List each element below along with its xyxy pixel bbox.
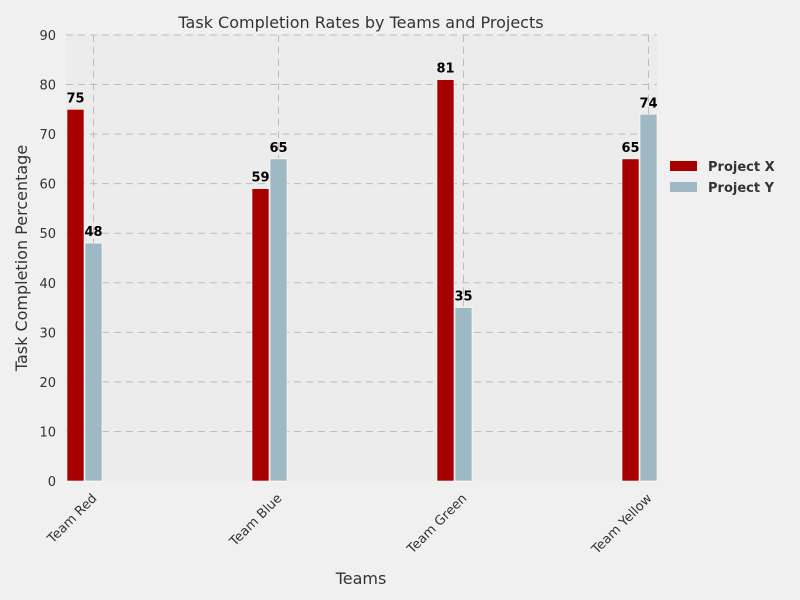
x-axis-label: Teams (335, 569, 387, 588)
legend-label: Project Y (708, 181, 775, 196)
legend-swatch (670, 182, 697, 192)
data-label: 75 (66, 91, 84, 106)
y-tick-label: 50 (39, 227, 56, 242)
data-label: 65 (269, 141, 287, 156)
data-label: 48 (84, 225, 102, 240)
y-tick-label: 10 (39, 425, 56, 440)
y-tick-label: 30 (39, 326, 56, 341)
bar-project-y-team-yellow (639, 113, 658, 482)
y-axis-ticks: 0 10 20 30 40 50 60 70 80 90 (39, 29, 56, 490)
y-tick-label: 40 (39, 277, 56, 292)
chart-title: Task Completion Rates by Teams and Proje… (177, 13, 543, 32)
data-label: 35 (454, 290, 472, 305)
legend: Project X Project Y (670, 160, 775, 196)
legend-label: Project X (708, 160, 775, 175)
bar-project-y-team-red (84, 242, 103, 482)
bar-project-x-team-red (66, 109, 85, 482)
y-tick-label: 0 (48, 475, 56, 490)
bar-project-y-team-green (454, 307, 473, 482)
y-tick-label: 70 (39, 128, 56, 143)
data-label: 81 (436, 62, 454, 77)
data-label: 59 (251, 171, 269, 186)
bar-project-x-team-yellow (621, 158, 640, 482)
bar-project-x-team-green (436, 79, 455, 482)
bar-project-y-team-blue (269, 158, 288, 482)
bar-project-x-team-blue (251, 188, 270, 482)
data-label: 74 (639, 96, 657, 111)
data-label: 65 (621, 141, 639, 156)
y-tick-label: 20 (39, 376, 56, 391)
y-tick-label: 60 (39, 178, 56, 193)
plot-area (66, 35, 657, 481)
data-labels: 75 59 81 65 48 65 35 74 (66, 62, 657, 305)
y-axis-label: Task Completion Percentage (12, 145, 31, 372)
legend-swatch (670, 161, 697, 171)
y-tick-label: 90 (39, 29, 56, 44)
bars (66, 79, 658, 482)
y-tick-label: 80 (39, 79, 56, 94)
